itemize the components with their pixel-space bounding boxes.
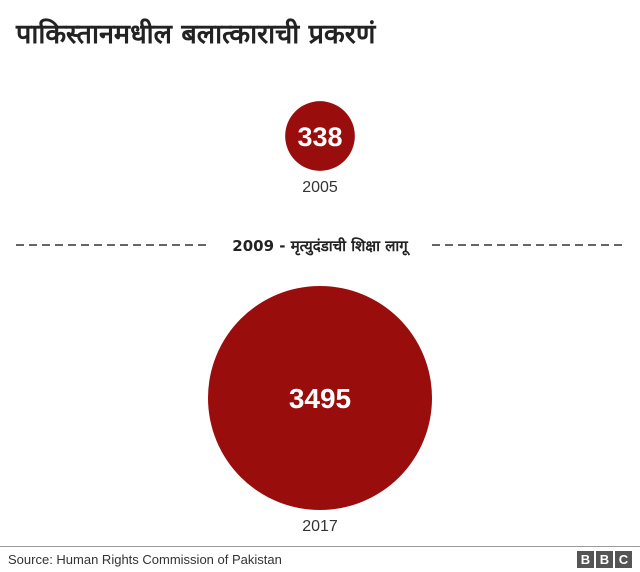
logo-letter: B <box>596 551 613 568</box>
year-label: 2017 <box>302 518 338 535</box>
bubble-value-label: 338 <box>297 122 342 152</box>
logo-letter: C <box>615 551 632 568</box>
bubble-value-label: 3495 <box>289 383 351 414</box>
bubble-chart: 338 2005 3495 2017 2009 - मृत्युदंडाची शिक्ष… <box>16 101 626 535</box>
bubble-2017 <box>208 286 432 510</box>
source-note: Source: Human Rights Commission of Pakis… <box>8 552 282 567</box>
annotation-label: 2009 - मृत्युदंडाची शिक्षा लागू <box>232 237 410 256</box>
chart-title: पाकिस्तानमधील बलात्काराची प्रकरणं <box>16 19 376 50</box>
year-label: 2005 <box>302 179 338 196</box>
logo-letter: B <box>577 551 594 568</box>
footer-divider <box>0 546 640 547</box>
bubble-2005 <box>285 101 355 171</box>
